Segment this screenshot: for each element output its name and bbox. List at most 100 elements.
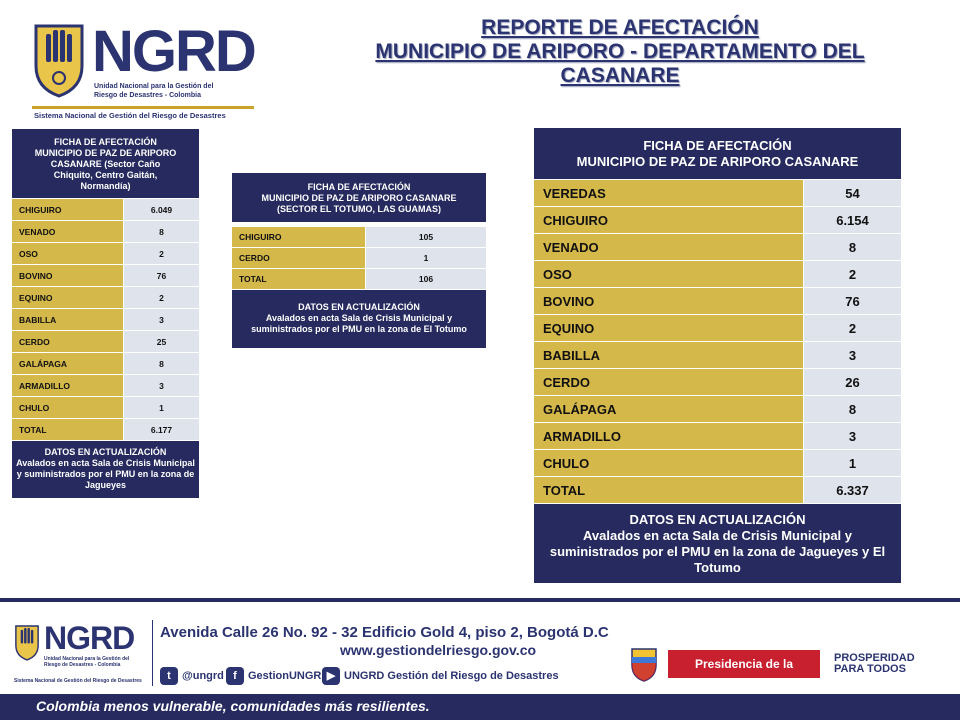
- table-row: CHIGUIRO 6.049: [11, 198, 200, 221]
- row-label: BABILLA: [11, 308, 124, 331]
- row-value: 1: [803, 449, 902, 477]
- table-footer: DATOS EN ACTUALIZACIÓN Avalados en acta …: [533, 503, 902, 584]
- row-value: 6.154: [803, 206, 902, 234]
- table-header: FICHA DE AFECTACIÓN MUNICIPIO DE PAZ DE …: [11, 128, 200, 199]
- row-value: 105: [365, 226, 487, 248]
- presidency-badge: Presidencia de la República: [668, 650, 820, 699]
- page-footer: NGRD Unidad Nacional para la Gestión del…: [0, 598, 960, 720]
- left-impact-table: FICHA DE AFECTACIÓN MUNICIPIO DE PAZ DE …: [11, 128, 200, 499]
- table-row: CHULO 1: [533, 449, 902, 477]
- row-label: VENADO: [533, 233, 804, 261]
- table-row: CERDO 26: [533, 368, 902, 396]
- row-label: TOTAL: [11, 418, 124, 441]
- table-row: CERDO 25: [11, 330, 200, 353]
- footer-brand: NGRD: [44, 620, 135, 656]
- row-label: OSO: [533, 260, 804, 288]
- facebook-link[interactable]: f GestionUNGRD: [226, 667, 329, 685]
- row-value: 3: [803, 422, 902, 450]
- table-row: TOTAL 6.177: [11, 418, 200, 441]
- footer-divider: [152, 620, 153, 686]
- footer-slogan: Colombia menos vulnerable, comunidades m…: [0, 694, 960, 720]
- table-row: ARMADILLO 3: [11, 374, 200, 397]
- table-row: VENADO 8: [533, 233, 902, 261]
- row-label: BABILLA: [533, 341, 804, 369]
- row-value: 8: [123, 352, 200, 375]
- table-row: VENADO 8: [11, 220, 200, 243]
- row-value: 76: [123, 264, 200, 287]
- row-label: CHIGUIRO: [533, 206, 804, 234]
- middle-impact-table: FICHA DE AFECTACIÓN MUNICIPIO DE PAZ DE …: [231, 172, 487, 349]
- prosperity-logo: PROSPERIDAD PARA TODOS: [834, 652, 915, 675]
- row-value: 2: [123, 286, 200, 309]
- page-title: REPORTE DE AFECTACIÓN MUNICIPIO DE ARIPO…: [375, 16, 865, 87]
- row-label: TOTAL: [231, 268, 366, 290]
- row-value: 26: [803, 368, 902, 396]
- table-row: GALÁPAGA 8: [11, 352, 200, 375]
- row-label: GALÁPAGA: [533, 395, 804, 423]
- ngrd-logo: NGRD Unidad Nacional para la Gestión del…: [28, 20, 258, 120]
- twitter-icon: t: [160, 667, 178, 685]
- row-value: 2: [803, 260, 902, 288]
- row-label: CHIGUIRO: [11, 198, 124, 221]
- row-label: CHIGUIRO: [231, 226, 366, 248]
- row-label: ARMADILLO: [11, 374, 124, 397]
- row-value: 8: [123, 220, 200, 243]
- footer-address: Avenida Calle 26 No. 92 - 32 Edificio Go…: [160, 624, 609, 641]
- table-row: OSO 2: [11, 242, 200, 265]
- table-row: CHIGUIRO 6.154: [533, 206, 902, 234]
- table-footer: DATOS EN ACTUALIZACIÓN Avalados en acta …: [231, 289, 487, 349]
- row-label: VENADO: [11, 220, 124, 243]
- footer-brand-subtitle: Unidad Nacional para la Gestión del Ries…: [44, 656, 130, 668]
- table-header: FICHA DE AFECTACIÓN MUNICIPIO DE PAZ DE …: [533, 127, 902, 180]
- brand-system: Sistema Nacional de Gestión del Riesgo d…: [34, 111, 226, 120]
- youtube-link[interactable]: ▶ UNGRD Gestión del Riesgo de Desastres: [322, 667, 559, 685]
- row-label: CERDO: [533, 368, 804, 396]
- row-value: 2: [123, 242, 200, 265]
- row-value: 1: [365, 247, 487, 269]
- row-label: TOTAL: [533, 476, 804, 504]
- right-impact-table: FICHA DE AFECTACIÓN MUNICIPIO DE PAZ DE …: [533, 127, 902, 584]
- table-row: TOTAL 106: [231, 268, 487, 290]
- row-label: BOVINO: [11, 264, 124, 287]
- table-row: CHIGUIRO 105: [231, 226, 487, 248]
- row-label: GALÁPAGA: [11, 352, 124, 375]
- table-header: FICHA DE AFECTACIÓN MUNICIPIO DE PAZ DE …: [231, 172, 487, 223]
- row-label: VEREDAS: [533, 179, 804, 207]
- row-value: 3: [123, 374, 200, 397]
- row-label: BOVINO: [533, 287, 804, 315]
- row-value: 1: [123, 396, 200, 419]
- row-value: 106: [365, 268, 487, 290]
- row-value: 6.049: [123, 198, 200, 221]
- row-value: 54: [803, 179, 902, 207]
- facebook-icon: f: [226, 667, 244, 685]
- row-value: 6.177: [123, 418, 200, 441]
- row-label: CHULO: [11, 396, 124, 419]
- row-value: 3: [803, 341, 902, 369]
- row-label: CERDO: [11, 330, 124, 353]
- hand-shield-icon: [15, 625, 39, 661]
- row-value: 3: [123, 308, 200, 331]
- twitter-link[interactable]: t @ungrd: [160, 667, 224, 685]
- row-value: 2: [803, 314, 902, 342]
- footer-website-link[interactable]: www.gestiondelriesgo.gov.co: [340, 642, 537, 658]
- divider: [32, 106, 254, 109]
- table-row: BABILLA 3: [11, 308, 200, 331]
- table-row: CERDO 1: [231, 247, 487, 269]
- table-row: TOTAL 6.337: [533, 476, 902, 504]
- hand-shield-icon: [34, 24, 84, 98]
- row-label: OSO: [11, 242, 124, 265]
- table-row: BOVINO 76: [533, 287, 902, 315]
- table-row: GALÁPAGA 8: [533, 395, 902, 423]
- table-row: EQUINO 2: [11, 286, 200, 309]
- row-value: 76: [803, 287, 902, 315]
- table-row: ARMADILLO 3: [533, 422, 902, 450]
- table-row: CHULO 1: [11, 396, 200, 419]
- table-footer: DATOS EN ACTUALIZACIÓN Avalados en acta …: [11, 440, 200, 499]
- youtube-icon: ▶: [322, 667, 340, 685]
- table-row: EQUINO 2: [533, 314, 902, 342]
- row-value: 6.337: [803, 476, 902, 504]
- row-value: 25: [123, 330, 200, 353]
- brand-name: NGRD: [92, 19, 257, 84]
- row-value: 8: [803, 395, 902, 423]
- row-value: 8: [803, 233, 902, 261]
